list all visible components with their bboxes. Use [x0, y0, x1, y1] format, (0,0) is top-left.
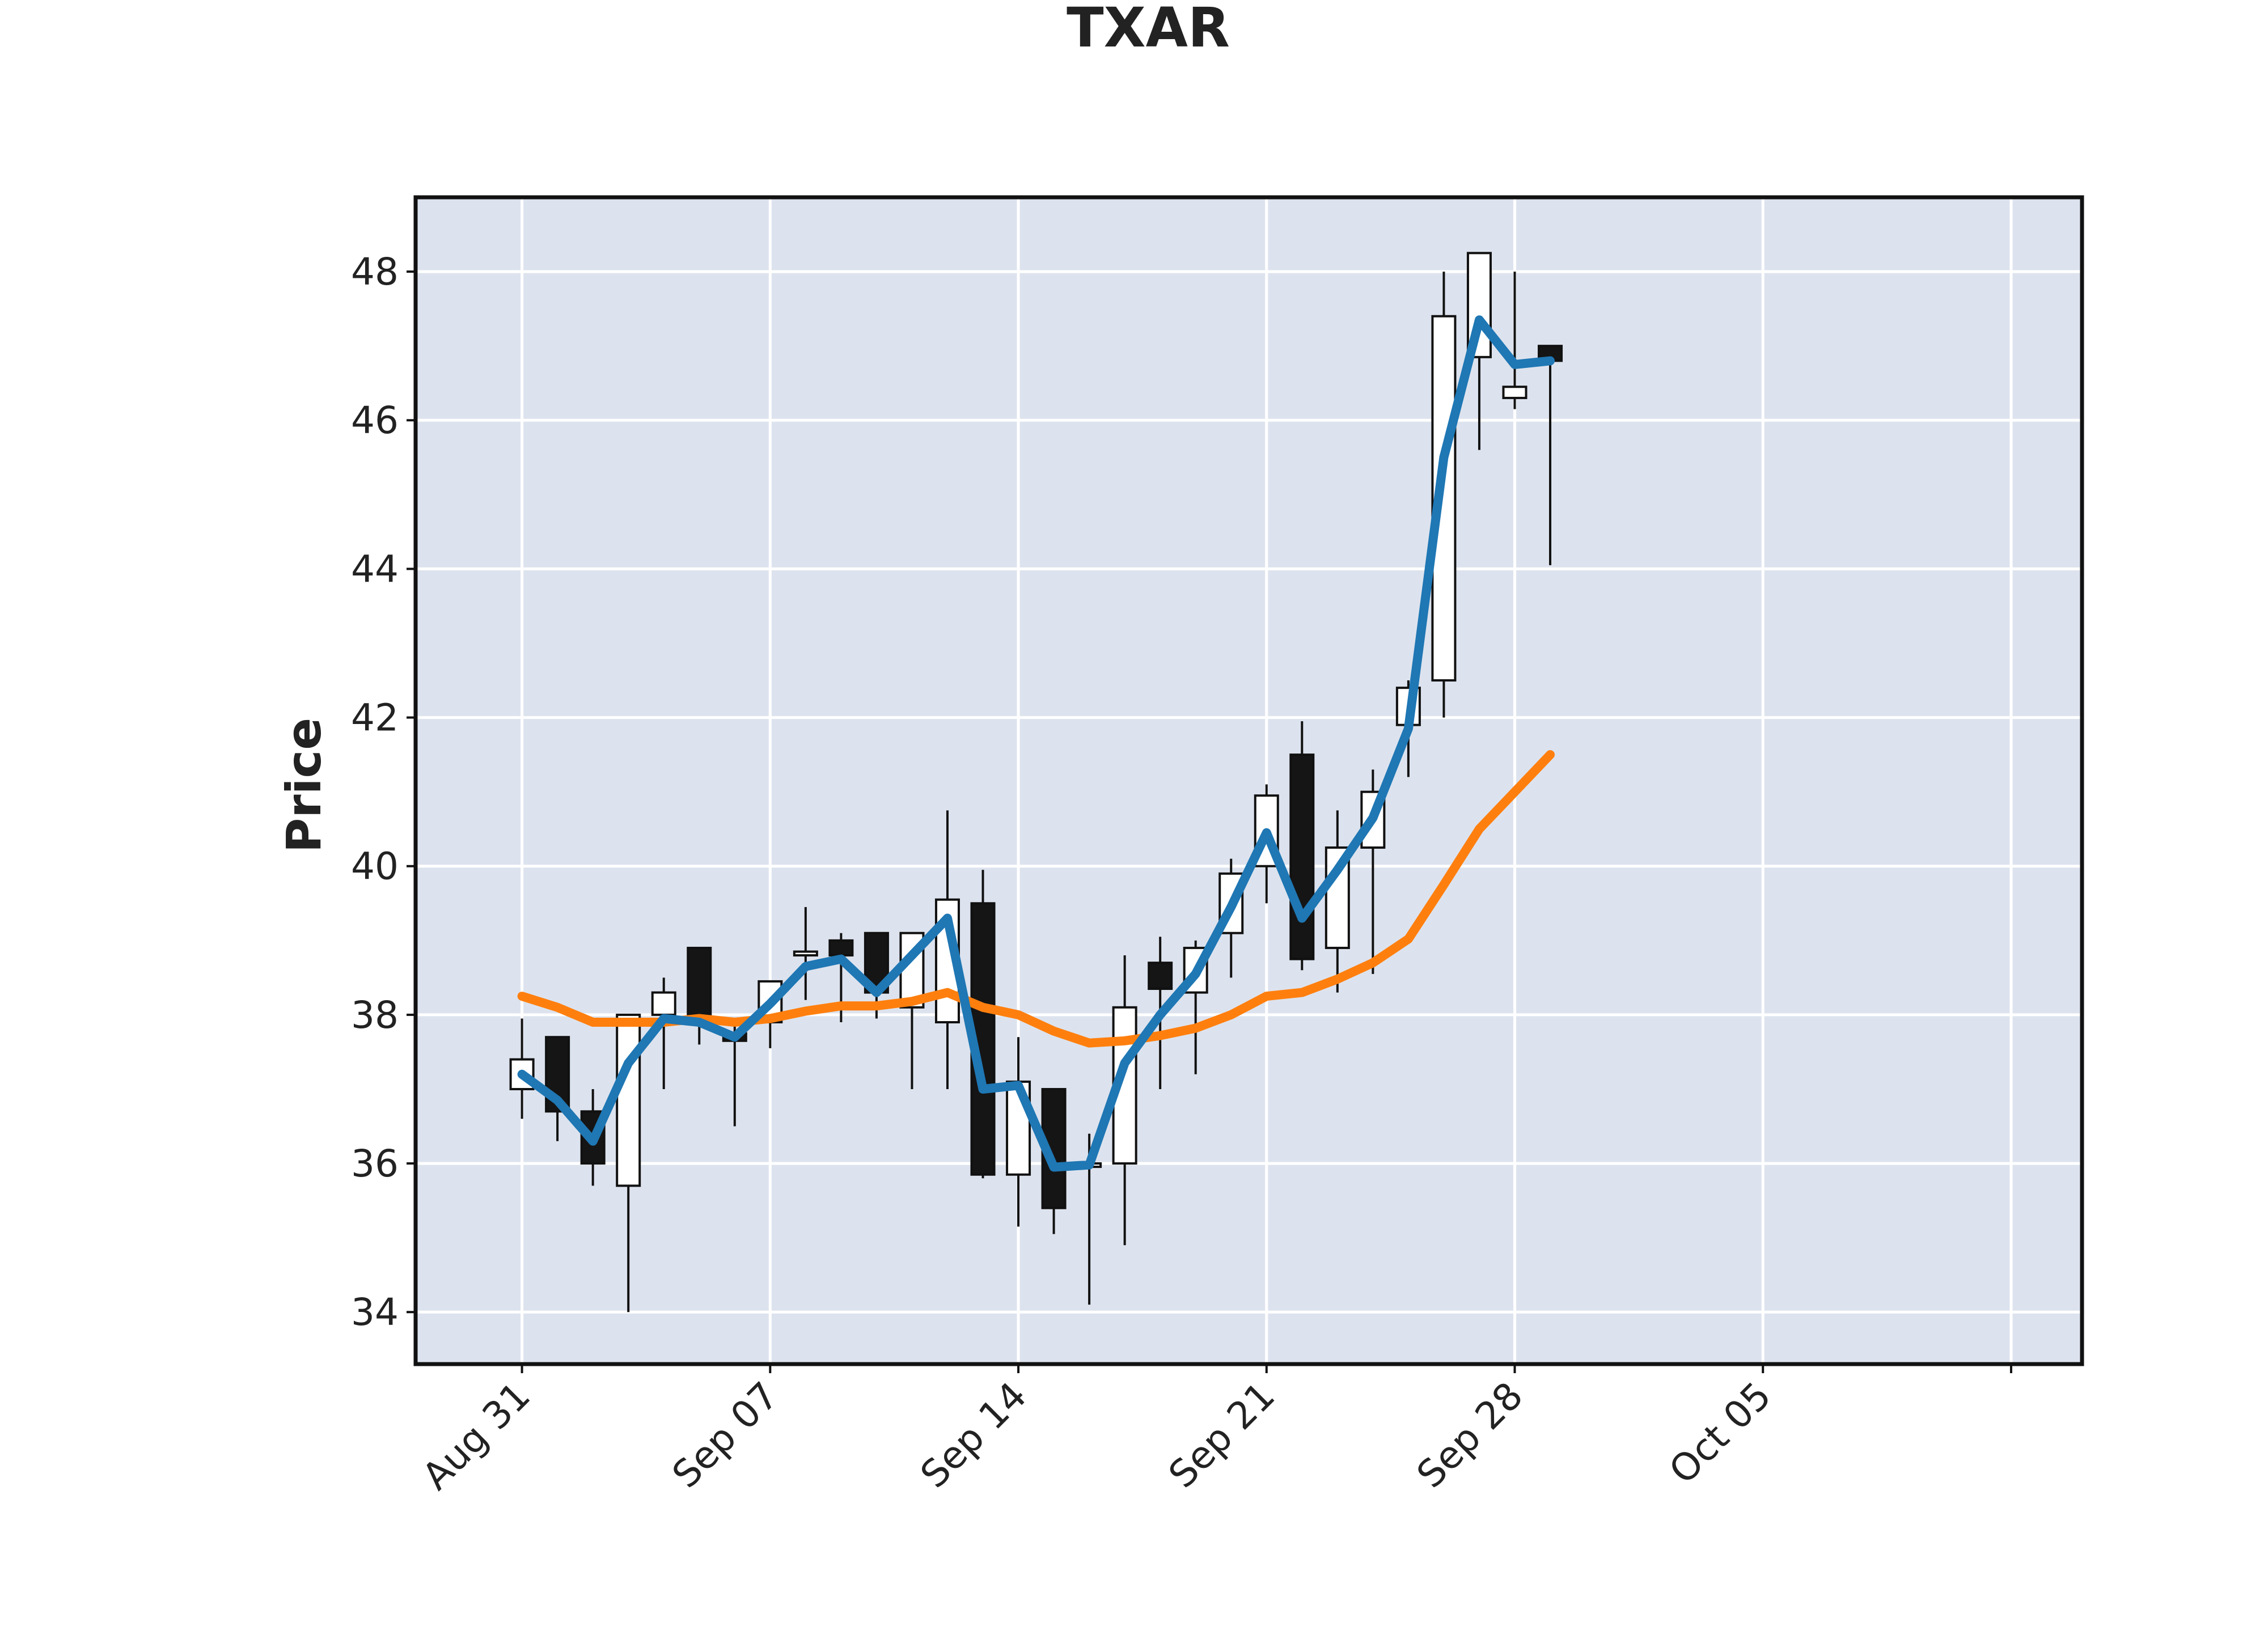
candle-up [1502, 386, 1527, 399]
y-tick-label: 42 [351, 696, 399, 740]
plot-area [416, 197, 2082, 1364]
y-tick-label: 46 [351, 399, 399, 442]
x-tick-label: Oct 05 [1661, 1374, 1779, 1492]
y-tick-label: 40 [351, 845, 399, 888]
grid-lines [416, 197, 2082, 1364]
x-axis-ticks: Aug 31 Sep 07 Sep 14 Sep 21 Sep 28 Oct 05 [414, 1364, 2012, 1498]
x-tick-label: Sep 14 [912, 1374, 1035, 1497]
x-tick-label: Sep 21 [1160, 1374, 1283, 1497]
x-tick-label: Sep 28 [1408, 1374, 1531, 1497]
candle-up [651, 991, 676, 1016]
moving-average-lines [517, 315, 1555, 1172]
y-axis-ticks: 34 36 38 40 42 44 46 48 [351, 250, 416, 1334]
candle-up [793, 950, 818, 957]
y-tick-label: 48 [351, 250, 399, 294]
y-tick-label: 34 [351, 1290, 399, 1334]
candle-down [828, 939, 854, 957]
plot-frame [413, 195, 2084, 1366]
y-tick-label: 38 [351, 993, 399, 1037]
y-tick-label: 36 [351, 1142, 399, 1186]
x-tick-label: Sep 07 [664, 1374, 787, 1497]
y-tick-label: 44 [351, 547, 399, 591]
candle-down [687, 946, 712, 1024]
moving-average-short-line [517, 315, 1555, 1172]
x-tick-label: Aug 31 [414, 1374, 539, 1498]
y-axis-label: Price [276, 718, 332, 853]
candle-up [616, 1013, 641, 1187]
candle-down [1289, 753, 1315, 960]
candle-down [1148, 962, 1173, 990]
chart-title: TXAR [1067, 0, 1230, 60]
